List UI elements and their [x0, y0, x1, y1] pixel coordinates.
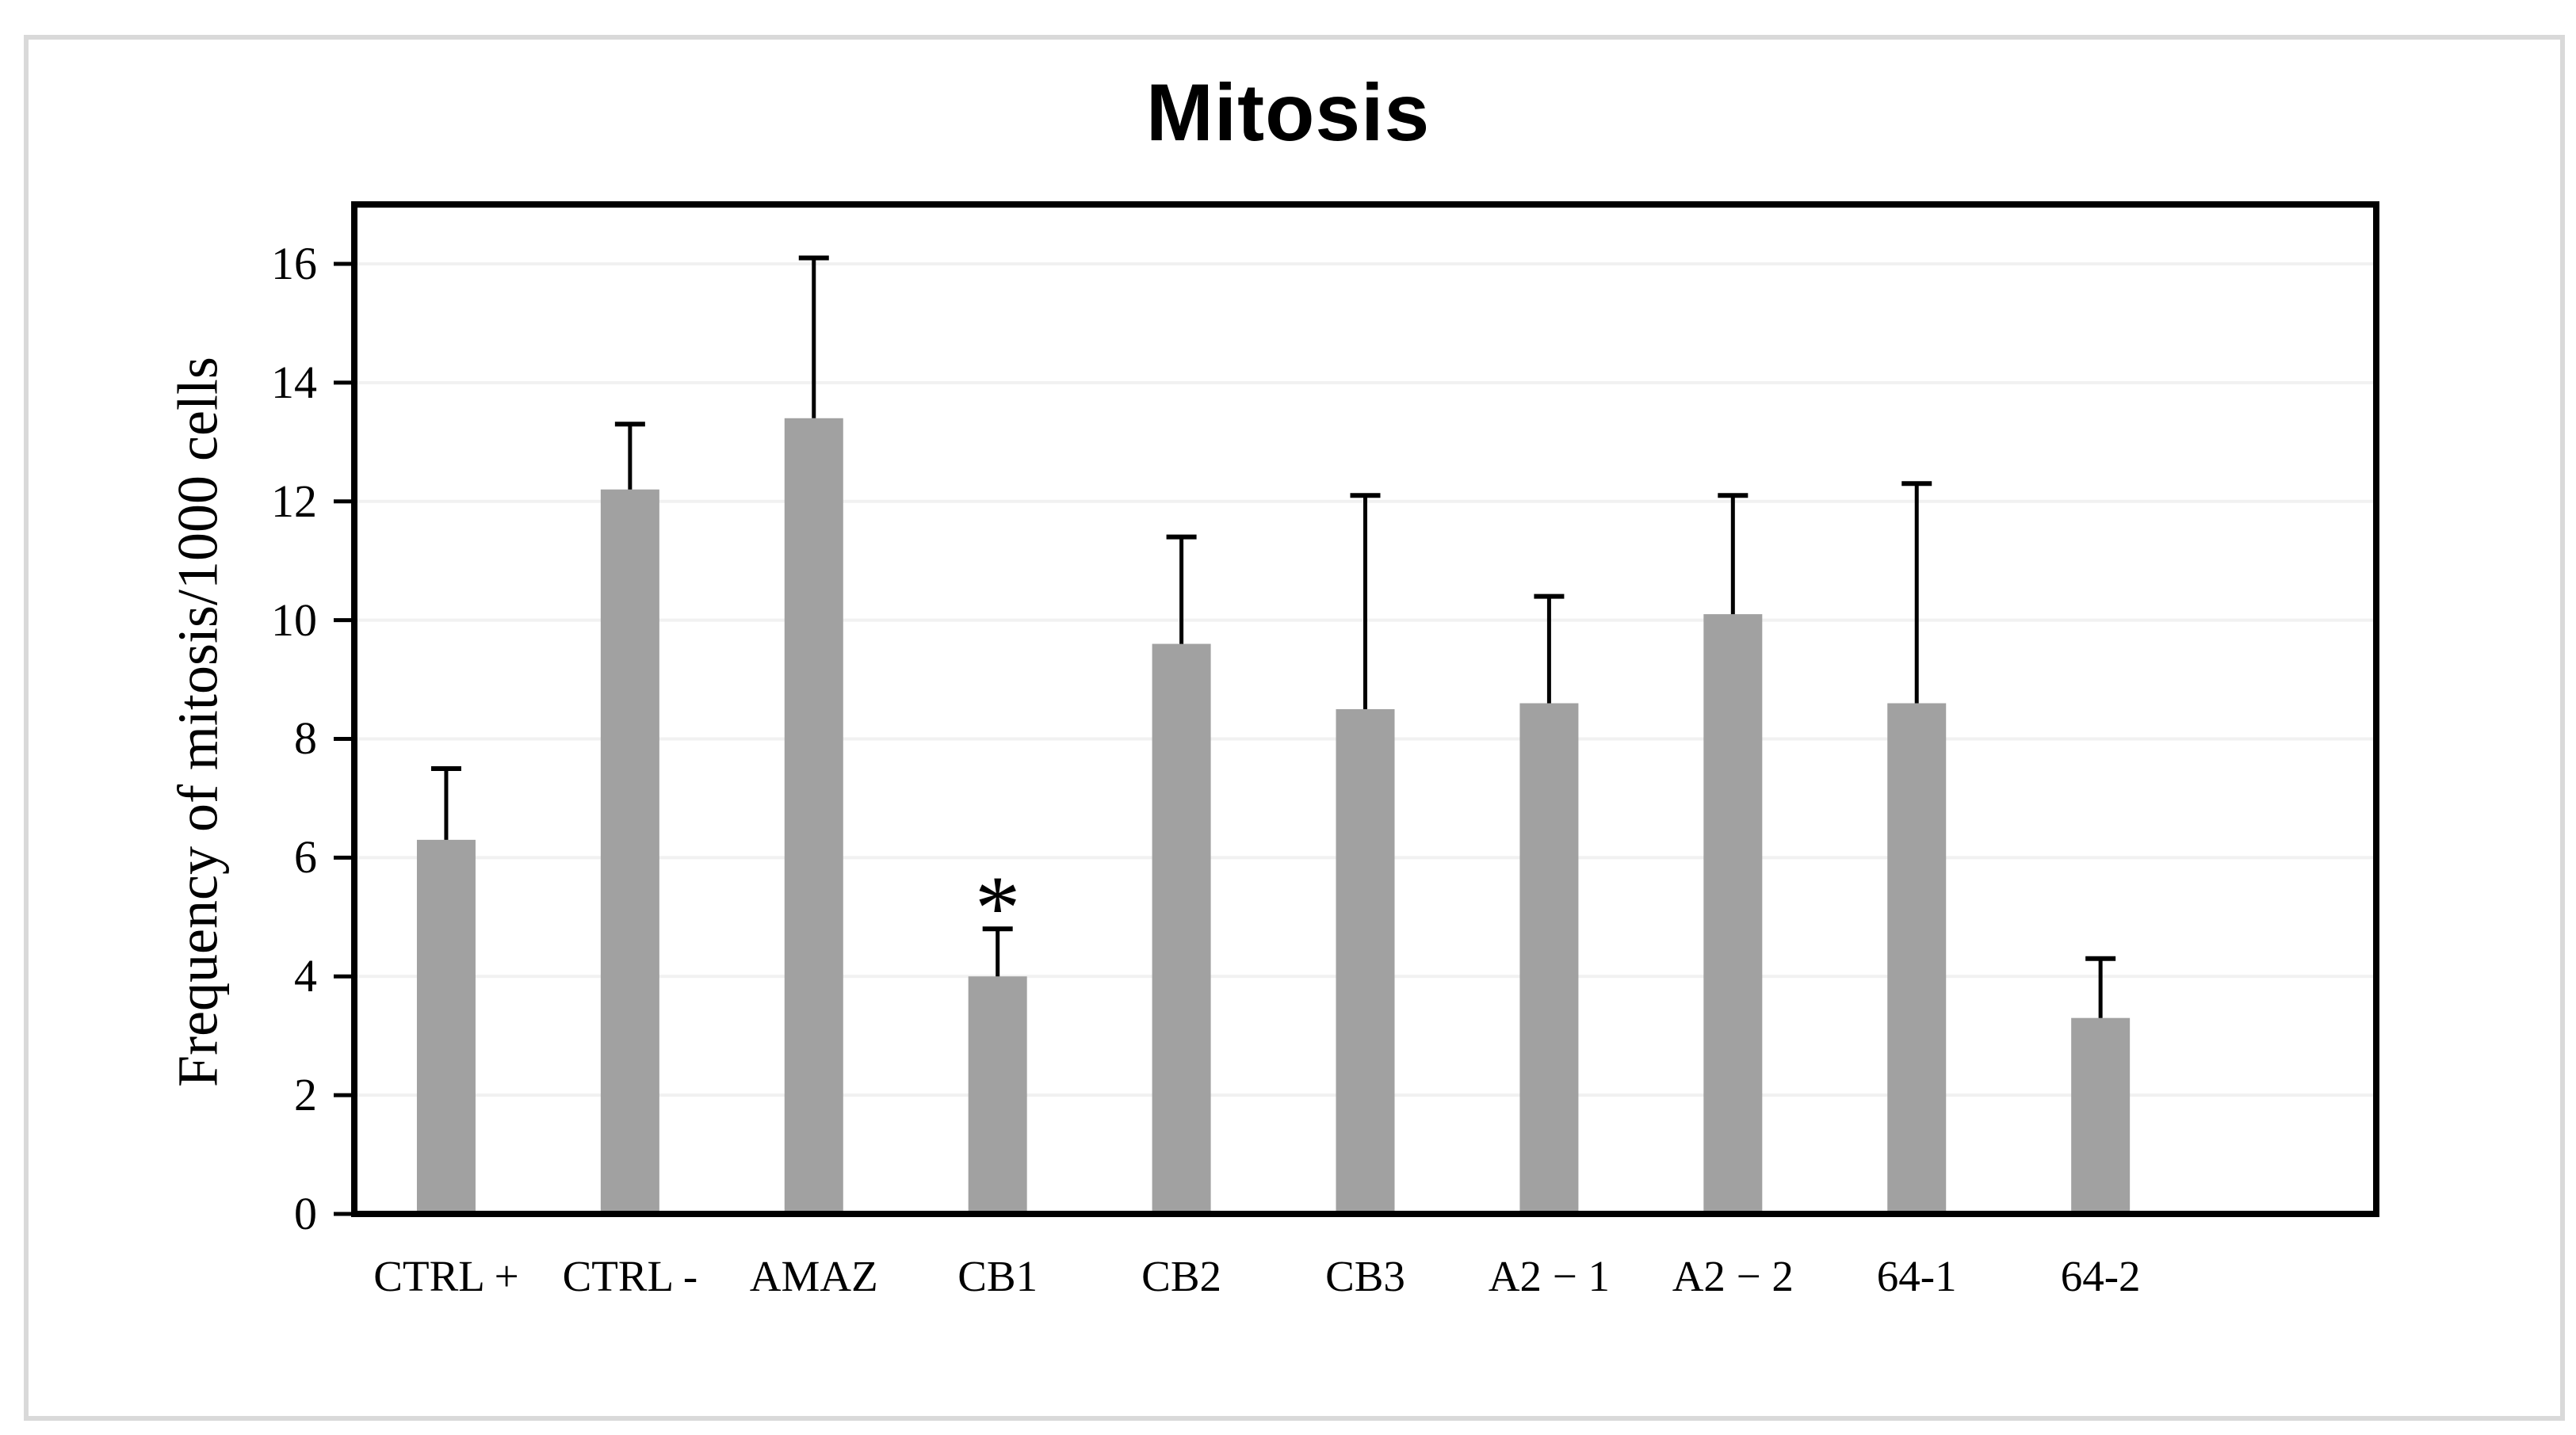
x-category-label: CB2	[1141, 1252, 1222, 1300]
chart-title: Mitosis	[1145, 67, 1431, 158]
y-tick-label: 6	[294, 831, 317, 884]
plot-area: *	[334, 201, 2379, 1217]
x-category-label: CTRL +	[373, 1252, 519, 1300]
significance-star: *	[975, 857, 1021, 958]
x-category-label: CTRL -	[562, 1252, 698, 1300]
plot-frame	[351, 201, 2379, 1217]
y-tick-label: 8	[294, 712, 317, 765]
y-tick-label: 16	[271, 237, 317, 289]
bar	[416, 839, 476, 1214]
y-tick-label: 0	[294, 1188, 317, 1239]
y-tick-label: 12	[271, 475, 317, 527]
bar	[1336, 709, 1395, 1214]
x-category-label: 64-2	[2060, 1252, 2141, 1300]
x-category-label: 64-1	[1876, 1252, 1957, 1300]
bar	[1703, 614, 1763, 1214]
x-category-label: CB3	[1325, 1252, 1405, 1300]
bar	[1887, 703, 1947, 1214]
x-category-label: A2 − 2	[1672, 1252, 1794, 1300]
x-category-label: CB1	[957, 1252, 1038, 1300]
bar	[600, 489, 659, 1214]
bar	[784, 418, 843, 1214]
x-category-label: A2 − 1	[1488, 1252, 1611, 1300]
y-tick-label: 2	[294, 1069, 317, 1121]
x-category-label: AMAZ	[749, 1252, 878, 1300]
bar	[1519, 703, 1579, 1214]
bar	[2071, 1017, 2131, 1214]
bar	[968, 976, 1027, 1214]
figure-border	[24, 35, 2565, 1421]
y-tick-label: 10	[271, 593, 317, 646]
y-tick-label: 14	[271, 356, 317, 408]
y-tick-label: 4	[294, 950, 317, 1002]
bar	[1152, 643, 1211, 1214]
